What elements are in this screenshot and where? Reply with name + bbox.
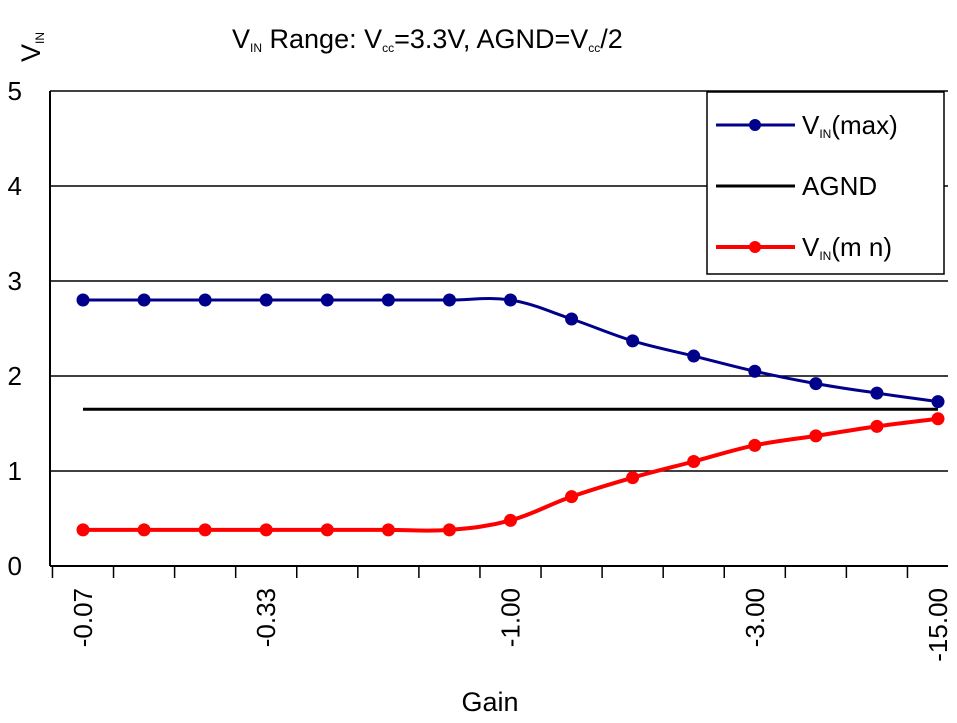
series-0-point-12 <box>809 377 823 391</box>
series-2-point-6 <box>442 523 456 537</box>
y-tick-label-5: 5 <box>8 76 22 106</box>
series-0-point-6 <box>442 293 456 307</box>
y-tick-label-1: 1 <box>8 456 22 486</box>
series-2-point-10 <box>687 455 701 468</box>
series-2-point-9 <box>626 471 640 485</box>
series-0-point-0 <box>76 293 90 307</box>
series-2-point-3 <box>259 523 273 537</box>
legend-item-vin-min: VIN(m n) <box>716 232 892 263</box>
y-tick-label-2: 2 <box>8 361 22 391</box>
legend-item-agnd: AGND <box>716 171 877 201</box>
series-0-point-3 <box>259 293 273 307</box>
series-0-point-10 <box>687 349 701 363</box>
legend-marker-vin-min <box>749 241 761 253</box>
legend-label-vin-max: VIN(max) <box>802 110 898 141</box>
series-2-point-4 <box>320 523 334 537</box>
series-0-point-9 <box>626 334 640 348</box>
x-axis <box>49 91 948 578</box>
x-tick-labels: -0.07 -0.33 -1.00 -3.00 -15.00 <box>68 588 953 662</box>
legend-label-agnd: AGND <box>802 171 877 201</box>
series-2-point-2 <box>198 523 212 537</box>
x-axis-label: Gain <box>461 687 518 717</box>
y-tick-label-0: 0 <box>8 551 22 581</box>
x-tick-label: -0.33 <box>251 588 281 647</box>
series-2-point-13 <box>870 419 884 433</box>
series-2-point-5 <box>381 523 395 537</box>
series-0-point-11 <box>748 364 762 378</box>
x-tick-label: -15.00 <box>923 588 953 662</box>
y-axis-label: VIN <box>16 32 47 62</box>
x-tick-label: -1.00 <box>496 588 526 647</box>
legend-item-vin-max: VIN(max) <box>716 110 898 141</box>
series-2-point-11 <box>748 438 762 452</box>
series-0-point-1 <box>137 293 151 307</box>
series-2-point-1 <box>137 523 151 537</box>
x-tick-label: -3.00 <box>740 588 770 647</box>
y-tick-labels: 0 1 2 3 4 5 <box>8 76 22 581</box>
legend-label-vin-min: VIN(m n) <box>802 232 892 263</box>
y-tick-label-4: 4 <box>8 171 22 201</box>
series-2-point-8 <box>565 490 579 504</box>
series-0-point-14 <box>931 395 945 409</box>
series-0-point-7 <box>504 293 517 307</box>
series-0-point-5 <box>381 293 395 307</box>
series-0-point-13 <box>870 386 884 400</box>
chart-title: VIN Range: Vcc=3.3V, AGND=Vcc/2 <box>232 24 623 55</box>
legend-box <box>706 91 945 275</box>
x-tick-label: -0.07 <box>68 588 98 647</box>
y-tick-label-3: 3 <box>8 266 22 296</box>
series-2-point-0 <box>76 523 90 537</box>
series-0-point-2 <box>198 293 212 307</box>
legend-marker-vin-max <box>749 119 761 131</box>
series-2-point-7 <box>504 513 517 527</box>
series-layer <box>76 293 945 537</box>
series-2-point-14 <box>931 412 945 426</box>
legend: VIN(max) AGND VIN(m n) <box>706 91 945 275</box>
series-0-point-8 <box>565 312 579 326</box>
series-0-line <box>82 296 939 404</box>
series-0-point-4 <box>320 293 334 307</box>
series-2-point-12 <box>809 429 823 443</box>
